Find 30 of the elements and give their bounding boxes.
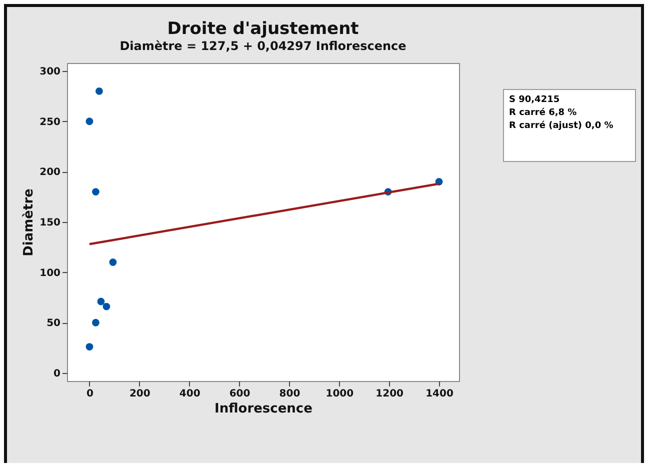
x-tick-label: 1200 [376, 388, 404, 400]
chart-subtitle: Diamètre = 127,5 + 0,04297 Inflorescence [120, 39, 406, 53]
y-tick-label: 150 [40, 218, 61, 228]
y-tick-label: 250 [40, 116, 61, 128]
point [102, 302, 110, 310]
text: S 90,4215 [509, 94, 561, 107]
y-tick-label: 200 [40, 167, 61, 178]
x-tick-label: 200 [129, 388, 150, 400]
y-tick-label: 100 [40, 268, 61, 279]
x-tick-label: 600 [229, 388, 250, 400]
point [97, 298, 105, 306]
point [86, 118, 94, 126]
text: R carré (ajust) 0,0 % [509, 120, 614, 133]
x-tick-label: 0 [86, 388, 94, 400]
text: R carré 6,8 % [509, 107, 578, 120]
x-tick-label: 1400 [426, 388, 454, 400]
point [86, 343, 94, 350]
x-tick-label: 1000 [326, 388, 354, 400]
y-tick-label: 0 [54, 368, 61, 380]
y-tick-label: 50 [46, 318, 61, 330]
y-tick-label: 300 [40, 66, 61, 78]
y-axis-title: Diamètre [22, 188, 37, 256]
x-tick-label: 400 [179, 388, 200, 400]
point [109, 258, 117, 266]
x-axis-title: Inflorescence [214, 402, 313, 416]
point [96, 87, 103, 95]
x-tick-label: 800 [279, 388, 300, 400]
point [92, 188, 100, 196]
chart-title: Droite d'ajustement [167, 19, 359, 39]
point [92, 318, 100, 326]
